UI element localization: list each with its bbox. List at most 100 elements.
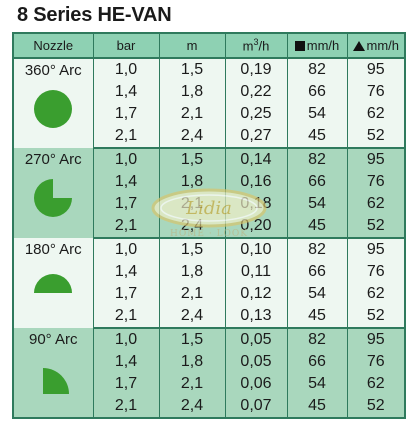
radius-cell: 1,5 xyxy=(159,148,226,171)
square-precip-cell: 45 xyxy=(287,215,348,239)
radius-cell: 1,8 xyxy=(159,261,226,283)
triangle-precip-cell: 52 xyxy=(347,395,405,418)
bar-cell: 2,1 xyxy=(93,125,160,149)
flow-unit-base: m xyxy=(242,38,254,54)
triangle-precip-cell: 76 xyxy=(347,81,405,103)
square-precip-cell: 82 xyxy=(287,238,348,261)
table-row: 1,4 1,8 0,11 66 76 xyxy=(13,261,405,283)
three-quarter-circle-icon xyxy=(33,178,73,223)
triangle-spacing-icon xyxy=(352,41,365,51)
square-precip-cell: 54 xyxy=(287,373,348,395)
flow-cell: 0,10 xyxy=(225,238,288,261)
table-row: 1,4 1,8 0,16 66 76 xyxy=(13,171,405,193)
radius-cell: 2,1 xyxy=(159,373,226,395)
nozzle-cell: 270° Arc xyxy=(13,148,94,238)
triangle-precip-cell: 95 xyxy=(347,148,405,171)
table-row: 1,4 1,8 0,05 66 76 xyxy=(13,351,405,373)
triangle-precip-cell: 62 xyxy=(347,373,405,395)
triangle-precip-cell: 62 xyxy=(347,103,405,125)
bar-cell: 1,7 xyxy=(93,103,160,125)
triangle-precip-unit: mm/h xyxy=(366,38,400,53)
arc-group: 270° Arc1,01,50,1482951,41,80,1666761,72… xyxy=(13,148,405,239)
triangle-precip-cell: 62 xyxy=(347,193,405,215)
header-row: Nozzle bar m m3/h mm/h mm/h xyxy=(13,33,405,59)
radius-cell: 1,8 xyxy=(159,81,226,103)
header-radius: m xyxy=(159,33,226,59)
nozzle-cell: 360° Arc xyxy=(13,58,94,148)
square-precip-cell: 66 xyxy=(287,171,348,193)
nozzle-arc-label: 90° Arc xyxy=(28,331,78,348)
nozzle-performance-table: Nozzle bar m m3/h mm/h mm/h 360° Arc 1,0 1… xyxy=(12,32,406,419)
header-flow: m3/h xyxy=(225,33,288,59)
bar-cell: 1,4 xyxy=(93,351,160,373)
flow-cell: 0,07 xyxy=(225,395,288,418)
square-precip-cell: 54 xyxy=(287,103,348,125)
table-row: 2,1 2,4 0,13 45 52 xyxy=(13,305,405,329)
square-precip-cell: 45 xyxy=(287,125,348,149)
table-row: 90° Arc 1,0 1,5 0,05 82 95 xyxy=(13,328,405,418)
flow-cell: 0,27 xyxy=(225,125,288,149)
table-row: 270° Arc 1,0 1,5 0,14 82 95 xyxy=(13,148,405,238)
flow-cell: 0,05 xyxy=(225,351,288,373)
triangle-precip-cell: 95 xyxy=(347,238,405,261)
square-precip-cell: 54 xyxy=(287,283,348,305)
watermark-name: Lidia xyxy=(185,198,232,219)
nozzle-arc-label: 360° Arc xyxy=(24,62,82,79)
radius-cell: 2,4 xyxy=(159,125,226,149)
bar-cell: 1,7 xyxy=(93,283,160,305)
radius-cell: 1,8 xyxy=(159,171,226,193)
bar-cell: 1,4 xyxy=(93,171,160,193)
triangle-precip-cell: 95 xyxy=(347,58,405,81)
flow-cell: 0,19 xyxy=(225,58,288,81)
table-row: 360° Arc 1,0 1,5 0,19 82 95 xyxy=(13,58,405,148)
triangle-precip-cell: 95 xyxy=(347,328,405,351)
arc-group: 360° Arc 1,0 1,5 0,19 82 95 1,4 1,8 0,22 66 76 1,7 2… xyxy=(13,58,405,149)
flow-cell: 0,12 xyxy=(225,283,288,305)
nozzle-cell: 180° Arc xyxy=(13,238,94,328)
nozzle-arc-label: 270° Arc xyxy=(24,151,82,168)
header-square-precip: mm/h xyxy=(287,33,348,59)
square-precip-cell: 54 xyxy=(287,193,348,215)
header-triangle-precip: mm/h xyxy=(347,33,405,59)
bar-cell: 2,1 xyxy=(93,395,160,418)
radius-cell: 1,5 xyxy=(159,58,226,81)
radius-cell: 1,5 xyxy=(159,238,226,261)
flow-cell: 0,14 xyxy=(225,148,288,171)
square-precip-cell: 82 xyxy=(287,58,348,81)
lidia-watermark-logo: Lidia HOME · LOOK xyxy=(151,188,267,239)
radius-cell: 2,1 xyxy=(159,103,226,125)
flow-cell: 0,16 xyxy=(225,171,288,193)
square-precip-cell: 66 xyxy=(287,81,348,103)
square-precip-cell: 66 xyxy=(287,261,348,283)
radius-cell: 2,4 xyxy=(159,395,226,418)
arc-group: 90° Arc 1,0 1,5 0,05 82 95 1,4 1,8 0,05 66 76 1,7 2,… xyxy=(13,328,405,418)
radius-cell: 1,5 xyxy=(159,328,226,351)
table-row: 1,7 2,1 0,06 54 62 xyxy=(13,373,405,395)
table-row: 2,1 2,4 0,27 45 52 xyxy=(13,125,405,149)
flow-cell: 0,06 xyxy=(225,373,288,395)
header-bar: bar xyxy=(93,33,160,59)
bar-cell: 1,0 xyxy=(93,328,160,351)
bar-cell: 1,7 xyxy=(93,373,160,395)
bar-cell: 1,4 xyxy=(93,81,160,103)
triangle-precip-cell: 52 xyxy=(347,125,405,149)
square-spacing-icon xyxy=(294,41,305,51)
radius-cell: 2,4 xyxy=(159,305,226,329)
arc-group: 180° Arc 1,0 1,5 0,10 82 95 1,4 1,8 0,11 66 76 1,7 2… xyxy=(13,238,405,329)
table-row: 1,4 1,8 0,22 66 76 xyxy=(13,81,405,103)
triangle-precip-cell: 62 xyxy=(347,283,405,305)
square-precip-cell: 66 xyxy=(287,351,348,373)
bar-cell: 1,7 xyxy=(93,193,160,215)
flow-cell: 0,11 xyxy=(225,261,288,283)
triangle-precip-cell: 76 xyxy=(347,171,405,193)
flow-cell: 0,05 xyxy=(225,328,288,351)
full-circle-icon xyxy=(33,89,73,134)
flow-cell: 0,22 xyxy=(225,81,288,103)
flow-cell: 0,13 xyxy=(225,305,288,329)
flow-cell: 0,25 xyxy=(225,103,288,125)
page-title: 8 Series HE-VAN xyxy=(17,4,172,26)
nozzle-arc-label: 180° Arc xyxy=(24,241,82,258)
table-row: 1,7 2,1 0,12 54 62 xyxy=(13,283,405,305)
square-precip-cell: 82 xyxy=(287,148,348,171)
radius-cell: 1,8 xyxy=(159,351,226,373)
